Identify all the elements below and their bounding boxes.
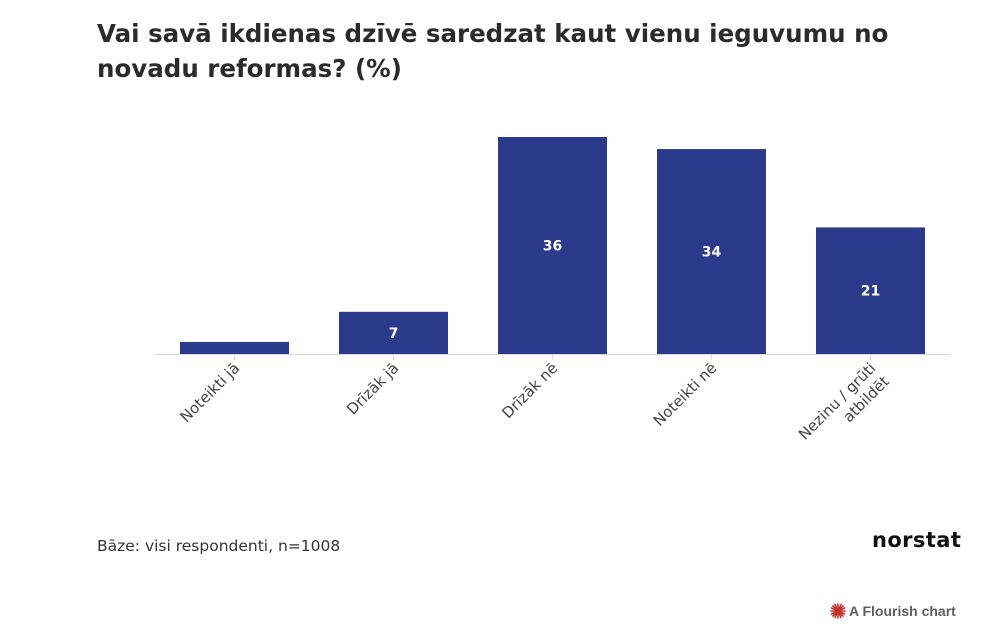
- flourish-burst-icon: [830, 603, 846, 619]
- flourish-credit-link[interactable]: A Flourish chart: [830, 603, 956, 619]
- x-tick-label: Drīzāk jā: [343, 359, 402, 418]
- data-label: 34: [702, 245, 722, 261]
- x-tick-label: Noteikti jā: [176, 359, 243, 426]
- data-label: 36: [543, 239, 562, 255]
- x-tick-label-line: Drīzāk nē: [498, 359, 561, 422]
- x-tick-label-line: Noteikti nē: [650, 359, 721, 430]
- x-tick-label-line: Drīzāk jā: [343, 359, 402, 418]
- bar: [339, 311, 448, 354]
- bar: [657, 149, 766, 354]
- x-tick-label: Nezinu / grūtiatbildēt: [795, 359, 893, 457]
- data-label: 7: [389, 326, 399, 342]
- chart-title: Vai savā ikdienas dzīvē saredzat kaut vi…: [97, 19, 889, 83]
- bar: [180, 341, 289, 354]
- bar: [816, 227, 925, 354]
- data-label: 21: [861, 284, 880, 300]
- bar: [498, 137, 607, 354]
- x-tick-label: Drīzāk nē: [498, 359, 561, 422]
- flourish-credit-text: A Flourish chart: [849, 603, 956, 619]
- base-footnote: Bāze: visi respondenti, n=1008: [97, 537, 341, 555]
- x-tick-label: Noteikti nē: [650, 359, 721, 430]
- x-tick-label-line: Noteikti jā: [176, 359, 243, 426]
- norstat-logo: norstat: [872, 528, 962, 552]
